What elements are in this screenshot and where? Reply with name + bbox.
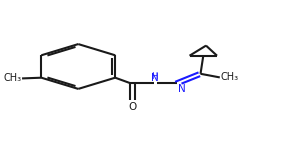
Text: CH₃: CH₃ [3, 73, 22, 83]
Text: N: N [178, 84, 185, 94]
Text: CH₃: CH₃ [221, 72, 239, 82]
Text: N: N [151, 73, 158, 83]
Text: O: O [129, 102, 137, 112]
Text: H: H [151, 72, 158, 81]
